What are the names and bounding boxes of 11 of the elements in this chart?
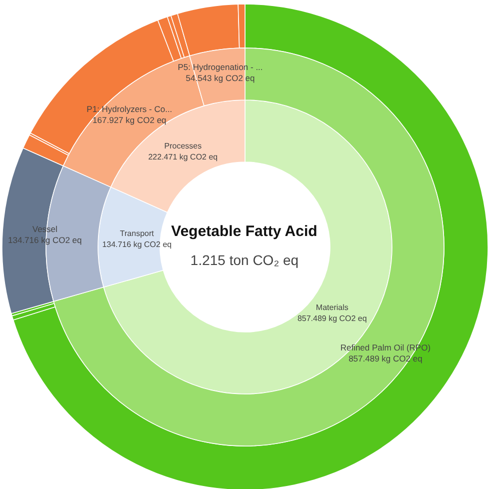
data-label: 167.927 kg CO2 eq [92,114,167,125]
slice-label: Materials [316,302,348,312]
data-label: 134.716 kg CO2 eq [102,240,172,250]
data-label: 857.489 kg CO2 eq [297,314,367,323]
data-label: 222.471 kg CO2 eq [148,152,218,162]
slice-label: P1: Hydrolyzers - Co... [86,104,172,114]
text: 1.215 ton CO₂ eq [190,252,299,268]
slice-label: Transport [120,229,155,238]
data-label: 857.489 kg CO2 eq [348,354,423,364]
slice-label: Processes [164,141,202,150]
text: Vegetable Fatty Acid [171,223,318,240]
